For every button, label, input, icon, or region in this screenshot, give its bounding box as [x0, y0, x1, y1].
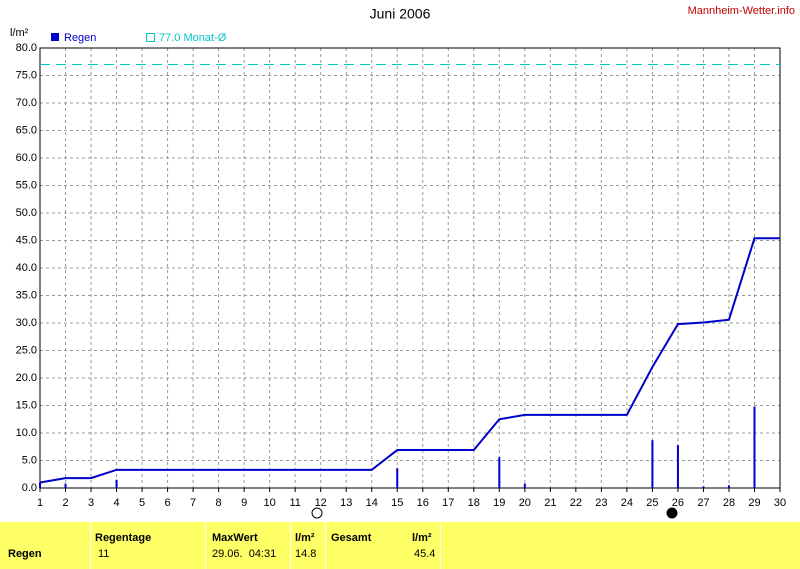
chart-title: Juni 2006 [370, 6, 431, 22]
separator [90, 522, 91, 569]
x-tick-label: 27 [697, 497, 709, 509]
plot-frame [39, 47, 781, 489]
x-tick-label: 18 [468, 497, 480, 509]
bar [676, 445, 679, 488]
moon-icon [666, 507, 678, 519]
header-cell: MaxWert [212, 532, 258, 544]
x-tick-label: 26 [672, 497, 684, 509]
legend-swatch [146, 33, 155, 42]
x-tick-label: 4 [113, 497, 119, 509]
y-tick-label: 25.0 [16, 344, 37, 356]
legend-swatch [51, 33, 59, 41]
x-tick-label: 16 [417, 497, 429, 509]
bar [651, 440, 654, 488]
header-cell: l/m² [295, 532, 315, 544]
x-tick-label: 28 [723, 497, 735, 509]
y-tick-label: 65.0 [16, 124, 37, 136]
x-tick-label: 6 [165, 497, 171, 509]
x-tick-label: 5 [139, 497, 145, 509]
moon-icon [311, 507, 323, 519]
chart: Juni 2006 Mannheim-Wetter.info l/m² Rege… [10, 5, 795, 519]
y-tick-label: 10.0 [16, 427, 37, 439]
y-tick-label: 0.0 [22, 482, 37, 494]
x-tick-label: 3 [88, 497, 94, 509]
x-tick-label: 29 [748, 497, 760, 509]
x-tick-label: 12 [315, 497, 327, 509]
plot-area [40, 48, 780, 488]
x-tick-label: 24 [621, 497, 633, 509]
y-tick-label: 45.0 [16, 234, 37, 246]
x-tick-label: 13 [340, 497, 352, 509]
bar [64, 483, 67, 488]
cell: 11 [98, 548, 110, 560]
y-tick-label: 70.0 [16, 97, 37, 109]
y-tick-label: 60.0 [16, 152, 37, 164]
x-tick-label: 22 [570, 497, 582, 509]
bar [115, 479, 118, 488]
row-label: Regen [8, 548, 42, 560]
x-tick-label: 11 [289, 497, 300, 509]
separator [205, 522, 206, 569]
y-tick-label: 50.0 [16, 207, 37, 219]
separator [325, 522, 326, 569]
x-tick-label: 21 [544, 497, 556, 509]
x-tick-label: 7 [190, 497, 196, 509]
x-tick-label: 30 [774, 497, 786, 509]
y-tick-label: 55.0 [16, 179, 37, 191]
y-tick-label: 15.0 [16, 399, 37, 411]
y-tick-label: 40.0 [16, 262, 37, 274]
bar [727, 485, 730, 488]
x-tick-label: 10 [264, 497, 276, 509]
bar [498, 457, 501, 488]
legend-label: 77.0 Monat-Ø [159, 32, 227, 44]
x-tick-label: 19 [493, 497, 505, 509]
x-tick-label: 8 [216, 497, 222, 509]
x-tick-label: 15 [391, 497, 403, 509]
source: Mannheim-Wetter.info [688, 5, 795, 17]
legend-label: Regen [64, 32, 96, 44]
cell: 29.06. 04:31 [212, 548, 277, 560]
separator [290, 522, 291, 569]
x-tick-label: 17 [442, 497, 454, 509]
header-cell: Gesamt [331, 532, 372, 544]
x-tick-label: 9 [241, 497, 247, 509]
bar [702, 486, 705, 488]
x-tick-label: 20 [519, 497, 531, 509]
y-tick-label: 80.0 [16, 42, 37, 54]
separator [440, 522, 441, 569]
cell: 14.8 [295, 548, 317, 560]
x-tick-label: 2 [62, 497, 68, 509]
y-tick-label: 30.0 [16, 317, 37, 329]
bar [523, 483, 526, 488]
x-tick-label: 14 [366, 497, 378, 509]
header-cell: Regentage [95, 532, 152, 544]
x-tick-label: 1 [37, 497, 43, 509]
cell: 45.4 [414, 548, 436, 560]
x-tick-label: 25 [646, 497, 658, 509]
y-tick-label: 5.0 [22, 454, 37, 466]
bar [39, 482, 41, 488]
bar [396, 468, 399, 488]
y-label: l/m² [10, 27, 29, 39]
x-tick-label: 23 [595, 497, 607, 509]
summary-table: Regentage MaxWert l/m² Gesamt l/m² Regen… [0, 522, 800, 569]
y-tick-label: 75.0 [16, 69, 37, 81]
y-tick-label: 35.0 [16, 289, 37, 301]
bar [753, 406, 756, 488]
header-cell: l/m² [412, 532, 432, 544]
cumulative-line [39, 237, 780, 484]
y-tick-label: 20.0 [16, 372, 37, 384]
